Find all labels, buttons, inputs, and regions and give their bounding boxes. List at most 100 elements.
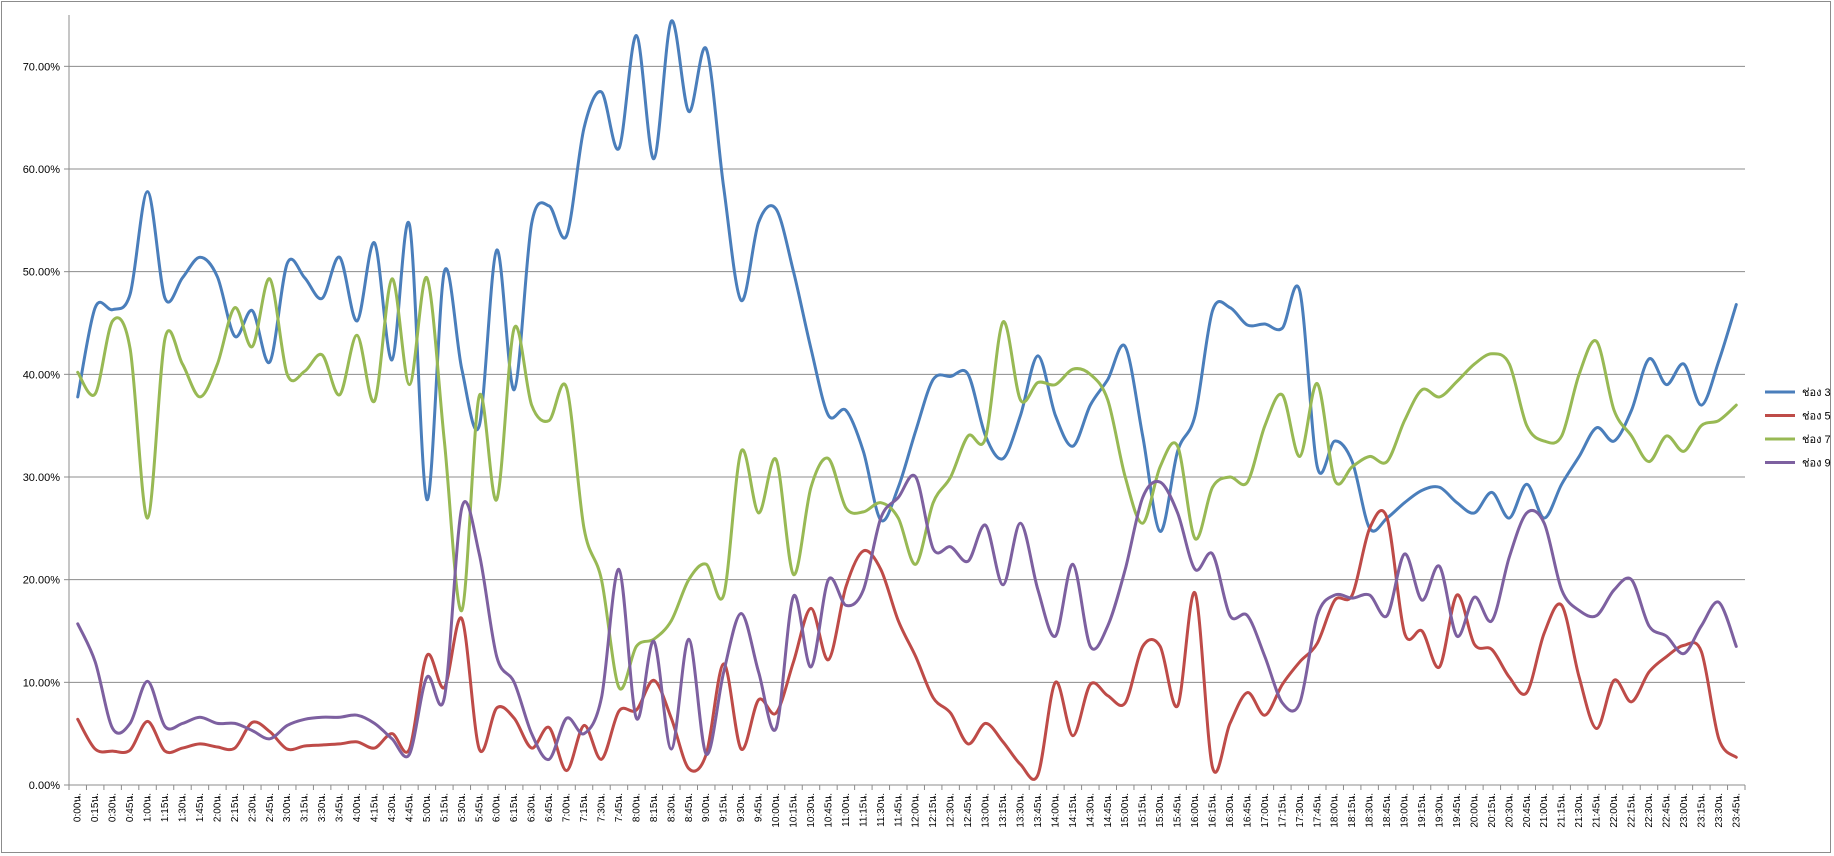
axes <box>64 15 1746 790</box>
x-tick-label: 4:30น. <box>387 793 398 822</box>
x-tick-label: 0:00น. <box>73 793 84 822</box>
y-tick-label: 20.00% <box>23 575 61 587</box>
x-tick-label: 20:00น. <box>1469 793 1480 828</box>
series-line <box>76 19 1738 533</box>
x-tick-label: 5:45น. <box>474 793 485 822</box>
x-tick-label: 9:15น. <box>719 793 730 822</box>
x-tick-label: 3:30น. <box>317 793 328 822</box>
x-tick-label: 14:00น. <box>1050 793 1061 828</box>
x-tick-label: 8:15น. <box>649 793 660 822</box>
x-tick-label: 16:45น. <box>1242 793 1253 828</box>
x-tick-label: 10:15น. <box>789 793 800 828</box>
x-tick-label: 13:30น. <box>1015 793 1026 828</box>
legend-label: ช่อง 9 <box>1802 458 1831 470</box>
x-tick-label: 7:00น. <box>562 793 573 822</box>
x-tick-label: 7:15น. <box>579 793 590 822</box>
x-tick-label: 13:15น. <box>998 793 1009 828</box>
x-tick-label: 17:45น. <box>1312 793 1323 828</box>
x-tick-label: 2:30น. <box>247 793 258 822</box>
x-tick-label: 19:45น. <box>1452 793 1463 828</box>
x-tick-label: 13:00น. <box>981 793 992 828</box>
x-tick-label: 0:30น. <box>108 793 119 822</box>
x-tick-label: 8:45น. <box>684 793 695 822</box>
x-tick-label: 12:15น. <box>928 793 939 828</box>
gridlines <box>69 65 1745 683</box>
x-tick-label: 14:15น. <box>1068 793 1079 828</box>
x-tick-label: 6:45น. <box>544 793 555 822</box>
x-tick-label: 16:30น. <box>1225 793 1236 828</box>
x-tick-label: 12:45น. <box>963 793 974 828</box>
x-tick-label: 22:30น. <box>1644 793 1655 828</box>
x-tick-label: 9:45น. <box>754 793 765 822</box>
y-tick-labels: 0.00% 10.00% 20.00% 30.00% 40.00% 50.00% 60.00… <box>23 61 61 792</box>
y-tick-label: 40.00% <box>23 369 61 381</box>
x-tick-label: 2:00น. <box>212 793 223 822</box>
x-tick-label: 3:00น. <box>282 793 293 822</box>
legend-label: ช่อง 5 <box>1802 411 1831 423</box>
legend-label: ช่อง 7 <box>1802 434 1831 446</box>
x-tick-label: 14:45น. <box>1103 793 1114 828</box>
y-tick-label: 30.00% <box>23 472 61 484</box>
x-tick-label: 13:45น. <box>1033 793 1044 828</box>
x-tick-label: 23:30น. <box>1714 793 1725 828</box>
x-tick-label: 22:00น. <box>1609 793 1620 828</box>
x-tick-label: 3:15น. <box>300 793 311 822</box>
series-lines <box>76 19 1738 781</box>
series-line <box>76 509 1738 781</box>
series-line <box>76 276 1738 691</box>
x-tick-label: 23:15น. <box>1696 793 1707 828</box>
x-tick-label: 17:30น. <box>1295 793 1306 828</box>
y-tick-label: 70.00% <box>23 61 61 73</box>
x-tick-label: 18:00น. <box>1330 793 1341 828</box>
x-tick-label: 20:30น. <box>1504 793 1515 828</box>
x-tick-label: 5:15น. <box>439 793 450 822</box>
x-tick-label: 10:45น. <box>823 793 834 828</box>
x-tick-labels: 0:00น. 0:15น. 0:30น. 0:45น. 1:00น. 1:15น. 1:30… <box>73 793 1743 828</box>
x-tick-label: 4:00น. <box>352 793 363 822</box>
x-tick-label: 16:15น. <box>1208 793 1219 828</box>
x-tick-label: 0:45น. <box>125 793 136 822</box>
x-tick-label: 5:00น. <box>422 793 433 822</box>
x-tick-label: 22:45น. <box>1661 793 1672 828</box>
x-tick-label: 19:30น. <box>1434 793 1445 828</box>
x-tick-label: 15:15น. <box>1138 793 1149 828</box>
x-tick-label: 0:15น. <box>90 793 101 822</box>
x-tick-label: 8:30น. <box>666 793 677 822</box>
series-line <box>76 473 1738 761</box>
x-tick-label: 21:45น. <box>1592 793 1603 828</box>
x-tick-label: 23:45น. <box>1731 793 1742 828</box>
x-tick-label: 7:30น. <box>596 793 607 822</box>
x-tick-label: 8:00น. <box>631 793 642 822</box>
x-tick-label: 10:00น. <box>771 793 782 828</box>
y-tick-label: 10.00% <box>23 677 61 689</box>
x-tick-label: 15:30น. <box>1155 793 1166 828</box>
x-tick-label: 1:45น. <box>195 793 206 822</box>
x-tick-label: 21:15น. <box>1557 793 1568 828</box>
x-tick-label: 6:30น. <box>527 793 538 822</box>
x-tick-label: 2:15น. <box>230 793 241 822</box>
x-tick-label: 1:00น. <box>143 793 154 822</box>
x-tick-label: 16:00น. <box>1190 793 1201 828</box>
x-tick-label: 17:15น. <box>1277 793 1288 828</box>
x-tick-label: 21:00น. <box>1539 793 1550 828</box>
x-tick-label: 12:30น. <box>946 793 957 828</box>
x-tick-label: 11:00น. <box>841 793 852 827</box>
x-tick-label: 3:45น. <box>335 793 346 822</box>
x-tick-label: 9:30น. <box>736 793 747 822</box>
x-tick-label: 20:45น. <box>1522 793 1533 828</box>
y-tick-label: 50.00% <box>23 267 61 279</box>
x-tick-label: 9:00น. <box>701 793 712 822</box>
x-tick-label: 12:00น. <box>911 793 922 828</box>
x-tick-label: 11:45น. <box>893 793 904 827</box>
x-tick-label: 1:15น. <box>160 793 171 822</box>
x-tick-label: 11:15น. <box>858 793 869 827</box>
x-tick-label: 2:45น. <box>265 793 276 822</box>
x-tick-label: 14:30น. <box>1085 793 1096 828</box>
legend: ช่อง 3 ช่อง 5 ช่อง 7 ช่อง 9 <box>1765 387 1831 470</box>
y-tick-label: 60.00% <box>23 164 61 176</box>
x-tick-label: 10:30น. <box>806 793 817 828</box>
x-tick-label: 4:45น. <box>404 793 415 822</box>
y-tick-label: 0.00% <box>29 780 60 792</box>
x-tick-label: 15:45น. <box>1173 793 1184 828</box>
